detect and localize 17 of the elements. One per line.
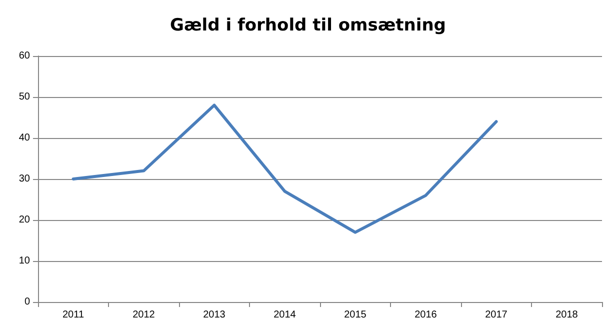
x-tick-label: 2011 [62,310,84,320]
y-tick-label: 10 [18,256,30,266]
chart-title: Gæld i forhold til omsætning [170,16,446,36]
x-tick-label: 2014 [274,310,296,320]
y-tick-label: 0 [24,296,30,308]
x-tick-label: 2013 [203,310,226,320]
x-tick-label: 2017 [485,310,508,320]
x-tick-label: 2018 [556,310,578,320]
y-tick-label: 60 [18,50,30,62]
y-tick-label: 40 [18,132,30,144]
y-tick-label: 20 [18,214,30,226]
y-tick-label: 30 [18,174,30,184]
line-series [72,104,498,234]
x-tick-label: 2012 [132,310,156,320]
x-tick-label: 2015 [344,310,367,320]
y-tick-label: 50 [18,92,30,102]
x-tick-label: 2016 [414,310,438,320]
